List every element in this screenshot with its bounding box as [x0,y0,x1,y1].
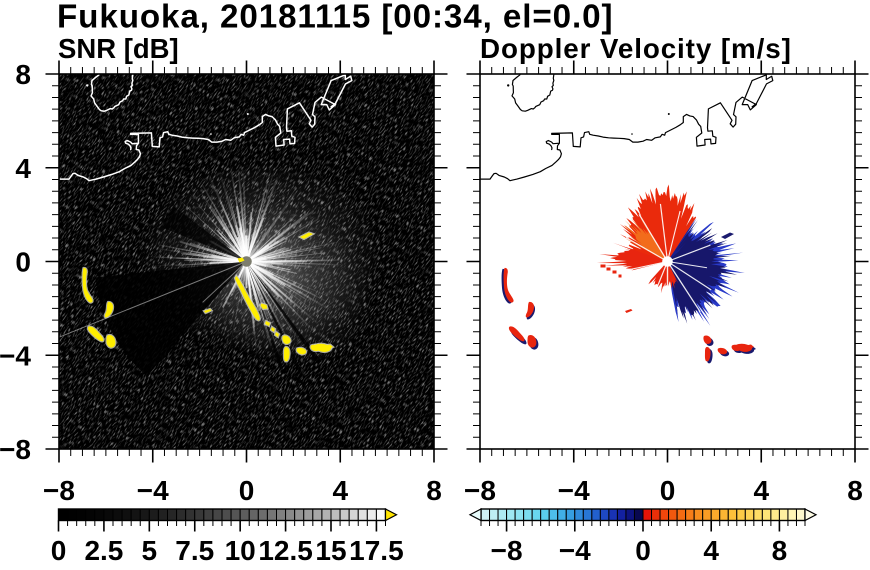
svg-text:4: 4 [15,153,31,184]
svg-text:−8: −8 [0,434,31,465]
svg-text:8: 8 [772,535,788,566]
svg-text:−4: −4 [558,475,590,506]
svg-text:4: 4 [332,475,348,506]
svg-text:8: 8 [15,59,31,90]
svg-text:−4: −4 [137,475,169,506]
svg-text:5: 5 [142,535,158,566]
svg-text:8: 8 [426,475,442,506]
svg-text:4: 4 [753,475,769,506]
svg-text:4: 4 [703,535,719,566]
svg-text:8: 8 [847,475,863,506]
svg-text:−8: −8 [43,475,75,506]
svg-text:−8: −8 [491,535,523,566]
svg-text:−4: −4 [0,340,31,371]
svg-text:−8: −8 [464,475,496,506]
svg-text:0: 0 [15,247,31,278]
svg-text:2.5: 2.5 [84,535,123,566]
svg-text:17.5: 17.5 [349,535,404,566]
svg-text:10: 10 [225,535,256,566]
svg-text:0: 0 [239,475,255,506]
svg-text:Doppler Velocity [m/s]: Doppler Velocity [m/s] [480,33,792,64]
svg-text:0: 0 [660,475,676,506]
svg-text:SNR [dB]: SNR [dB] [58,33,179,64]
svg-text:0: 0 [635,535,651,566]
svg-text:15: 15 [315,535,346,566]
svg-text:−4: −4 [559,535,591,566]
svg-text:12.5: 12.5 [258,535,313,566]
svg-text:7.5: 7.5 [175,535,214,566]
svg-text:Fukuoka, 20181115 [00:34, el=0: Fukuoka, 20181115 [00:34, el=0.0] [57,0,613,36]
svg-text:0: 0 [51,535,67,566]
